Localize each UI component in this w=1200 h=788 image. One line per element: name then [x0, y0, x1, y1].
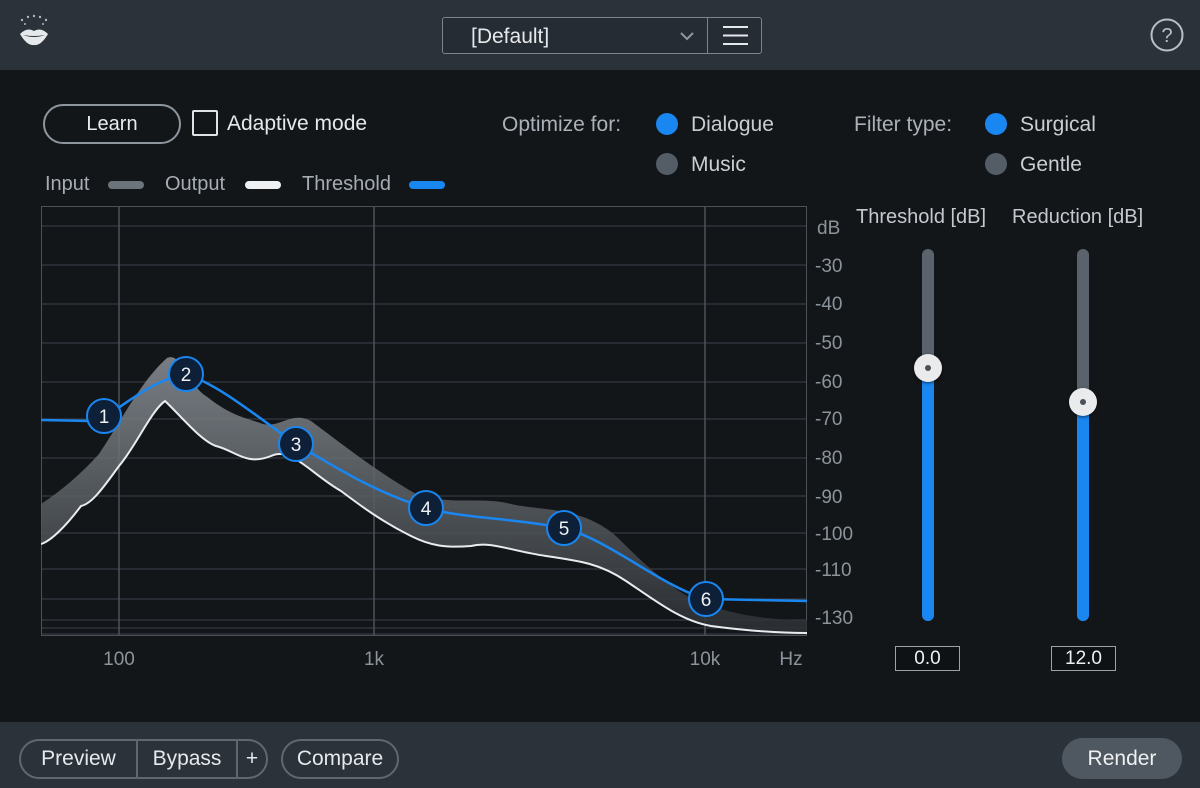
legend-threshold-label: Threshold [302, 173, 391, 195]
legend-output-label: Output [165, 173, 226, 195]
threshold-node-2[interactable]: 2 [168, 356, 204, 392]
threshold-value-field[interactable]: 0.0 [895, 646, 960, 671]
top-bar: [Default] ? [0, 0, 1200, 70]
db-axis: dB -30 -40 -50 -60 -70 -80 -90 -100 -110… [815, 218, 853, 629]
threshold-graph[interactable]: 1 2 3 4 5 6 [40, 206, 811, 636]
optimize-for-label: Optimize for: [502, 113, 622, 136]
add-bypass-button[interactable]: + [245, 747, 259, 770]
svg-text:6: 6 [701, 590, 712, 611]
db-tick: -70 [815, 409, 842, 430]
db-tick: -100 [815, 524, 853, 545]
chevron-down-icon[interactable] [677, 27, 697, 45]
db-tick: -60 [815, 372, 842, 393]
reduction-slider-knob[interactable] [1069, 388, 1097, 416]
radio-surgical[interactable] [985, 113, 1007, 135]
db-tick: -40 [815, 294, 842, 315]
radio-dialogue-label: Dialogue [691, 113, 774, 136]
svg-text:1: 1 [99, 407, 110, 428]
preview-button[interactable]: Preview [41, 747, 116, 770]
legend-input-swatch [108, 181, 144, 189]
threshold-node-1[interactable]: 1 [86, 398, 122, 434]
db-tick: -30 [815, 256, 842, 277]
hz-unit-label: Hz [779, 649, 802, 670]
freq-tick: 1k [364, 649, 385, 670]
radio-music-label: Music [691, 153, 746, 176]
radio-music[interactable] [656, 153, 678, 175]
adaptive-mode-label: Adaptive mode [227, 112, 368, 135]
preset-name: [Default] [471, 25, 550, 48]
db-tick: -50 [815, 333, 842, 354]
reduction-value-field[interactable]: 12.0 [1051, 646, 1116, 671]
radio-gentle[interactable] [985, 153, 1007, 175]
graph-background [41, 206, 807, 636]
output-curve [40, 399, 808, 634]
learn-button[interactable]: Learn [43, 104, 181, 144]
threshold-slider-fill [922, 368, 934, 621]
db-tick: -90 [815, 487, 842, 508]
adaptive-mode-checkbox[interactable] [192, 110, 218, 136]
svg-text:4: 4 [421, 499, 432, 520]
svg-text:2: 2 [181, 365, 192, 386]
threshold-slider-knob[interactable] [914, 354, 942, 382]
legend-output-swatch [245, 181, 281, 189]
transport-group: Preview Bypass + [19, 739, 268, 779]
freq-axis: 100 1k 10k Hz [103, 649, 802, 670]
reduction-slider[interactable] [1069, 249, 1097, 621]
divider [236, 741, 238, 777]
help-circle-icon[interactable]: ? [1150, 18, 1184, 52]
compare-button[interactable]: Compare [281, 739, 399, 779]
lips-logo-icon [14, 12, 54, 52]
radio-gentle-label: Gentle [1020, 153, 1082, 176]
svg-text:5: 5 [559, 519, 570, 540]
graph-grid [41, 225, 807, 635]
reduction-slider-label: Reduction [dB] [1012, 206, 1144, 228]
freq-tick: 10k [690, 649, 721, 670]
svg-text:?: ? [1161, 25, 1172, 47]
divider [136, 741, 138, 777]
db-unit-label: dB [817, 218, 840, 239]
threshold-node-3[interactable]: 3 [278, 426, 314, 462]
bypass-button[interactable]: Bypass [152, 747, 222, 770]
legend-input-label: Input [45, 173, 90, 195]
threshold-node-4[interactable]: 4 [408, 490, 444, 526]
hamburger-menu-icon[interactable] [707, 18, 762, 53]
db-tick: -130 [815, 608, 853, 629]
legend-threshold-swatch [409, 181, 445, 189]
db-tick: -110 [815, 560, 852, 581]
radio-surgical-label: Surgical [1020, 113, 1096, 136]
svg-text:3: 3 [291, 435, 302, 456]
freq-tick: 100 [103, 649, 135, 670]
preset-selector[interactable]: [Default] [442, 17, 762, 54]
input-output-band [41, 357, 807, 633]
threshold-slider-label: Threshold [dB] [856, 206, 987, 228]
threshold-slider[interactable] [914, 249, 942, 621]
threshold-node-6[interactable]: 6 [688, 581, 724, 617]
radio-dialogue[interactable] [656, 113, 678, 135]
db-tick: -80 [815, 448, 842, 469]
reduction-slider-fill [1077, 402, 1089, 621]
threshold-node-5[interactable]: 5 [546, 510, 582, 546]
render-button[interactable]: Render [1062, 738, 1182, 779]
filter-type-label: Filter type: [854, 113, 953, 136]
